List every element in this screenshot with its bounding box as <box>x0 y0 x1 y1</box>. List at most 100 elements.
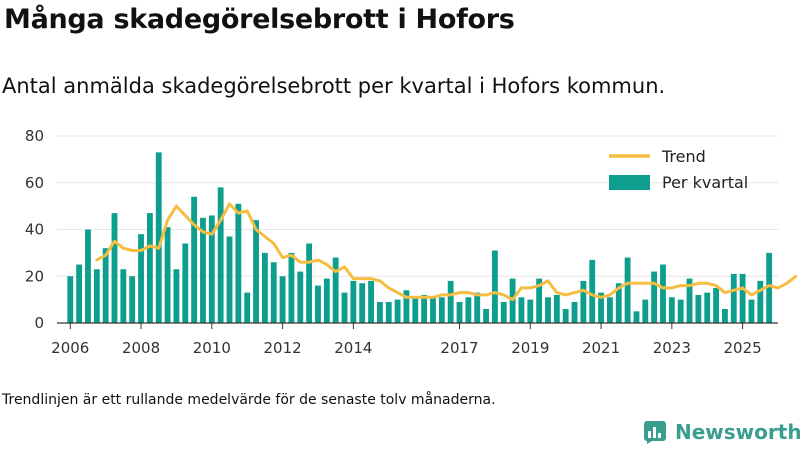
bar <box>483 308 489 323</box>
bar <box>527 299 534 323</box>
y-tick-label: 60 <box>25 174 44 192</box>
y-tick-label: 0 <box>34 314 44 332</box>
bar <box>288 252 295 323</box>
bar <box>722 308 728 323</box>
bar <box>235 203 242 323</box>
bar <box>217 187 224 323</box>
x-tick-label: 2014 <box>334 339 372 357</box>
bar <box>102 248 109 323</box>
bar <box>173 269 180 323</box>
y-tick-label: 40 <box>25 221 44 239</box>
bar <box>739 273 746 323</box>
bar <box>456 301 463 323</box>
bar <box>465 297 472 323</box>
legend-trend-label: Trend <box>661 147 706 166</box>
bar <box>660 264 666 323</box>
bar <box>447 280 454 323</box>
bar <box>279 276 286 323</box>
bar <box>191 196 198 323</box>
bar <box>606 297 613 323</box>
bar <box>155 152 162 323</box>
bar <box>244 292 251 323</box>
bar <box>129 276 136 323</box>
bar <box>518 297 525 323</box>
bar <box>748 299 755 323</box>
bar <box>341 292 348 323</box>
bar <box>536 278 543 323</box>
bar <box>766 252 773 323</box>
bar <box>164 227 171 323</box>
bar <box>385 301 392 323</box>
x-tick-label: 2008 <box>122 339 160 357</box>
bar <box>208 215 215 323</box>
x-tick-label: 2019 <box>511 339 549 357</box>
bar <box>615 283 622 323</box>
x-tick-label: 2010 <box>193 339 231 357</box>
brand-logo: Newsworthy <box>643 420 800 444</box>
bar <box>633 311 640 323</box>
x-tick-label: 2012 <box>263 339 301 357</box>
legend-bar-label: Per kvartal <box>662 173 748 192</box>
newsworthy-logo-icon <box>644 421 666 444</box>
bar <box>474 292 481 323</box>
bar <box>598 292 604 323</box>
bar <box>182 243 189 323</box>
bar <box>394 299 401 323</box>
x-tick-label: 2025 <box>724 339 762 357</box>
bar <box>368 280 374 323</box>
chart-title: Många skadegörelsebrott i Hofors <box>4 4 515 35</box>
bar <box>580 280 587 323</box>
bar <box>686 278 693 323</box>
bar <box>306 243 313 323</box>
x-tick-label: 2021 <box>582 339 620 357</box>
bar <box>589 259 596 323</box>
bar <box>138 234 144 323</box>
bar <box>713 287 719 323</box>
bar <box>624 257 631 323</box>
bar <box>730 273 737 323</box>
bar <box>67 276 74 323</box>
bar <box>146 213 153 323</box>
bar <box>430 297 436 323</box>
bar <box>642 299 649 323</box>
bar <box>545 297 551 323</box>
bar <box>695 294 702 323</box>
bar <box>376 301 383 323</box>
bar <box>226 236 233 323</box>
bar <box>403 290 410 323</box>
bar <box>261 252 268 323</box>
x-tick-label: 2017 <box>440 339 478 357</box>
y-tick-label: 80 <box>25 127 44 145</box>
bar <box>757 280 764 323</box>
chart-subtitle: Antal anmälda skadegörelsebrott per kvar… <box>2 74 666 98</box>
bar <box>421 294 428 323</box>
bar <box>438 297 445 323</box>
bar <box>571 301 578 323</box>
bar <box>500 301 507 323</box>
bar <box>270 262 277 323</box>
bar <box>200 217 206 323</box>
bar <box>315 285 321 323</box>
x-tick-label: 2006 <box>51 339 89 357</box>
y-tick-label: 20 <box>25 267 44 285</box>
bar <box>677 299 684 323</box>
bar <box>323 278 330 323</box>
bar <box>120 269 127 323</box>
bar <box>85 229 91 323</box>
bar <box>111 213 118 323</box>
footnote: Trendlinjen är ett rullande medelvärde f… <box>2 392 496 408</box>
trend-line <box>95 202 798 302</box>
bar <box>491 250 498 323</box>
legend-bar-swatch <box>609 175 650 190</box>
bar <box>93 269 100 323</box>
bar <box>412 297 419 323</box>
bar <box>297 271 304 323</box>
bar <box>332 257 339 323</box>
x-tick-label: 2023 <box>653 339 691 357</box>
bar <box>553 294 560 323</box>
bar <box>704 292 711 323</box>
chart: 0 20 40 60 80 2006 2008 2010 2012 2014 2017 2019 202… <box>25 127 798 357</box>
brand-name: Newsworthy <box>675 420 800 444</box>
bar <box>359 283 366 323</box>
bar <box>668 297 675 323</box>
